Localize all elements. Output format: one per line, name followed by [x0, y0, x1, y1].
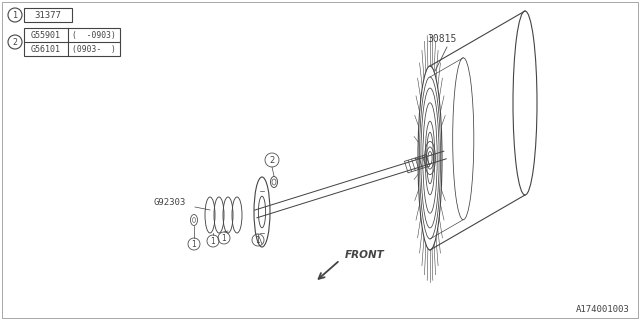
Text: 2: 2	[269, 156, 275, 164]
Text: A174001003: A174001003	[576, 305, 630, 314]
Text: 1: 1	[221, 234, 227, 243]
Text: G92303: G92303	[153, 198, 185, 207]
Text: G56101: G56101	[31, 44, 61, 53]
Text: 31377: 31377	[35, 11, 61, 20]
Text: (  -0903): ( -0903)	[72, 30, 116, 39]
Text: G55901: G55901	[31, 30, 61, 39]
Text: 1: 1	[255, 236, 260, 244]
Text: 1: 1	[191, 239, 196, 249]
Text: 1: 1	[211, 236, 216, 245]
Bar	[24, 8, 72, 22]
Text: (0903-  ): (0903- )	[72, 44, 116, 53]
Bar	[24, 28, 120, 56]
Text: 1: 1	[13, 11, 17, 20]
Text: FRONT: FRONT	[345, 250, 385, 260]
Text: 30815: 30815	[427, 34, 456, 44]
Text: 2: 2	[13, 37, 17, 46]
